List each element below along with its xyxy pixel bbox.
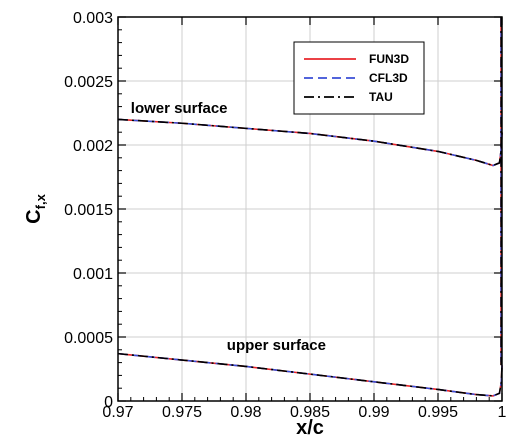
x-axis-label: x/c (296, 417, 324, 439)
axis-ticks: 0.97 0.975 0.98 0.985 0.99 0.995 1 0 0.0005 0.001… (64, 10, 506, 421)
legend: FUN3D CFL3D TAU (293, 41, 425, 115)
legend-box (293, 41, 425, 115)
x-tick-label: 0.985 (290, 404, 330, 421)
y-axis-label-subscript: f,x (33, 193, 48, 209)
annotation-lower-surface: lower surface (131, 100, 228, 117)
y-tick-label: 0.0005 (64, 330, 113, 347)
legend-label-fun3d: FUN3D (369, 52, 409, 66)
legend-label-tau: TAU (369, 90, 393, 104)
annotation-upper-surface: upper surface (227, 337, 326, 354)
y-axis-label-main: C (23, 209, 45, 223)
x-tick-label: 0.995 (418, 404, 458, 421)
y-tick-label: 0.002 (73, 138, 113, 155)
series-line-tau-lower-surface (117, 118, 503, 167)
x-tick-label: 0.99 (358, 404, 389, 421)
y-axis-label: Cf,x (23, 193, 48, 223)
y-tick-label: 0.0025 (64, 74, 113, 91)
series-line-tau-upper-surface (117, 352, 503, 397)
x-tick-label: 0.975 (162, 404, 202, 421)
legend-label-cfl3d: CFL3D (369, 71, 408, 85)
y-tick-label: 0 (104, 394, 113, 411)
y-tick-label: 0.003 (73, 10, 113, 27)
x-tick-label: 1 (498, 404, 507, 421)
data-curves (117, 17, 503, 397)
x-tick-label: 0.98 (230, 404, 261, 421)
y-tick-label: 0.001 (73, 266, 113, 283)
y-axis-label-group: Cf,x (23, 193, 48, 223)
y-tick-label: 0.0015 (64, 202, 113, 219)
x-tick-label: 0.97 (102, 404, 133, 421)
annotations: lower surface upper surface (131, 100, 326, 354)
